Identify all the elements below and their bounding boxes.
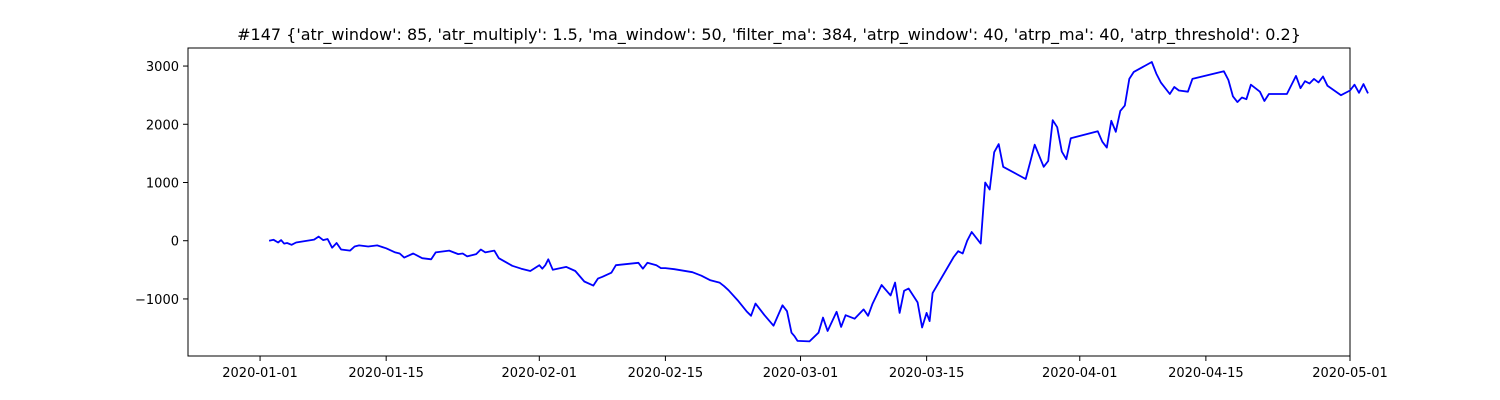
series-line: [268, 61, 1369, 343]
x-tick-label: 2020-02-01: [502, 366, 578, 381]
x-tick-label: 2020-04-15: [1168, 366, 1244, 381]
y-tick-label: 2000: [146, 118, 179, 133]
y-axis: −1000 0 1000 2000 3000: [135, 60, 188, 308]
y-tick-label: 3000: [146, 60, 179, 75]
x-tick-label: 2020-01-01: [222, 366, 298, 381]
chart-title: #147 {'atr_window': 85, 'atr_multiply': …: [237, 25, 1301, 45]
plot-area-frame: [187, 47, 1351, 357]
y-tick-label: 0: [171, 235, 179, 250]
x-tick-label: 2020-05-01: [1312, 366, 1388, 381]
x-tick-label: 2020-02-15: [628, 366, 704, 381]
y-tick-label: −1000: [135, 293, 179, 308]
x-tick-label: 2020-01-15: [348, 366, 424, 381]
x-axis: 2020-01-01 2020-01-15 2020-02-01 2020-02-15…: [222, 356, 1388, 381]
x-tick-label: 2020-03-01: [763, 366, 839, 381]
y-tick-label: 1000: [146, 176, 179, 191]
x-tick-label: 2020-04-01: [1042, 366, 1118, 381]
x-tick-label: 2020-03-15: [889, 366, 965, 381]
